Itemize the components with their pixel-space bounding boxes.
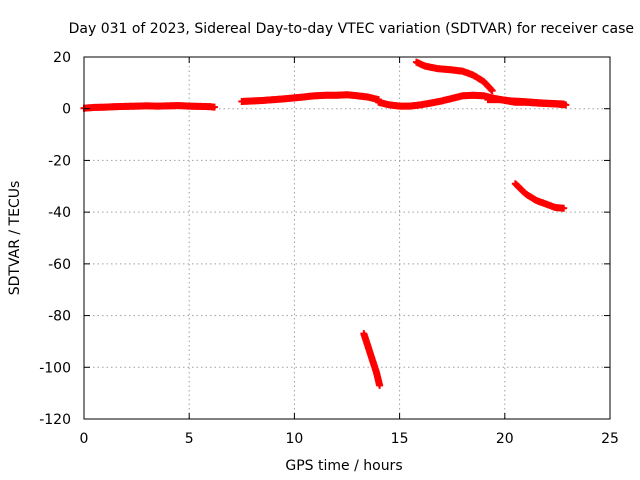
- plot-frame: [83, 56, 611, 420]
- data-point: [488, 87, 496, 95]
- y-tick-label: -20: [48, 153, 71, 169]
- data-point: [560, 204, 568, 212]
- y-tick-label: -60: [48, 257, 71, 273]
- x-tick-label: 10: [285, 431, 303, 447]
- x-tick-label: 15: [391, 431, 409, 447]
- x-axis-label: GPS time / hours: [285, 458, 402, 474]
- y-tick-label: 20: [53, 50, 71, 66]
- x-tick-label: 5: [185, 431, 194, 447]
- grid-lines: [84, 57, 610, 419]
- x-tick-label: 20: [496, 431, 514, 447]
- y-axis-label: SDTVAR / TECUs: [7, 181, 23, 296]
- y-tick-label: -80: [48, 309, 71, 325]
- series-arc-1: [80, 102, 218, 112]
- data-points: [80, 58, 570, 389]
- x-tick-label: 0: [80, 431, 89, 447]
- series-arc-2: [238, 91, 383, 105]
- y-tick-label: -100: [39, 360, 71, 376]
- series-arc-7: [360, 330, 384, 389]
- y-tick-label: -40: [48, 205, 71, 221]
- data-point: [560, 100, 568, 108]
- series-arc-4: [412, 58, 496, 95]
- chart-title: Day 031 of 2023, Sidereal Day-to-day VTE…: [69, 21, 634, 37]
- series-arc-6: [511, 180, 568, 212]
- axis-ticks: 0 5 10 15 20 25 20 0 -20 -40 -60 -80 -100 -120: [39, 50, 619, 447]
- data-point: [210, 103, 218, 111]
- series-arc-5: [484, 96, 568, 108]
- x-tick-label: 25: [601, 431, 619, 447]
- y-tick-label: -120: [39, 412, 71, 428]
- y-tick-label: 0: [62, 102, 71, 118]
- data-point: [376, 381, 384, 389]
